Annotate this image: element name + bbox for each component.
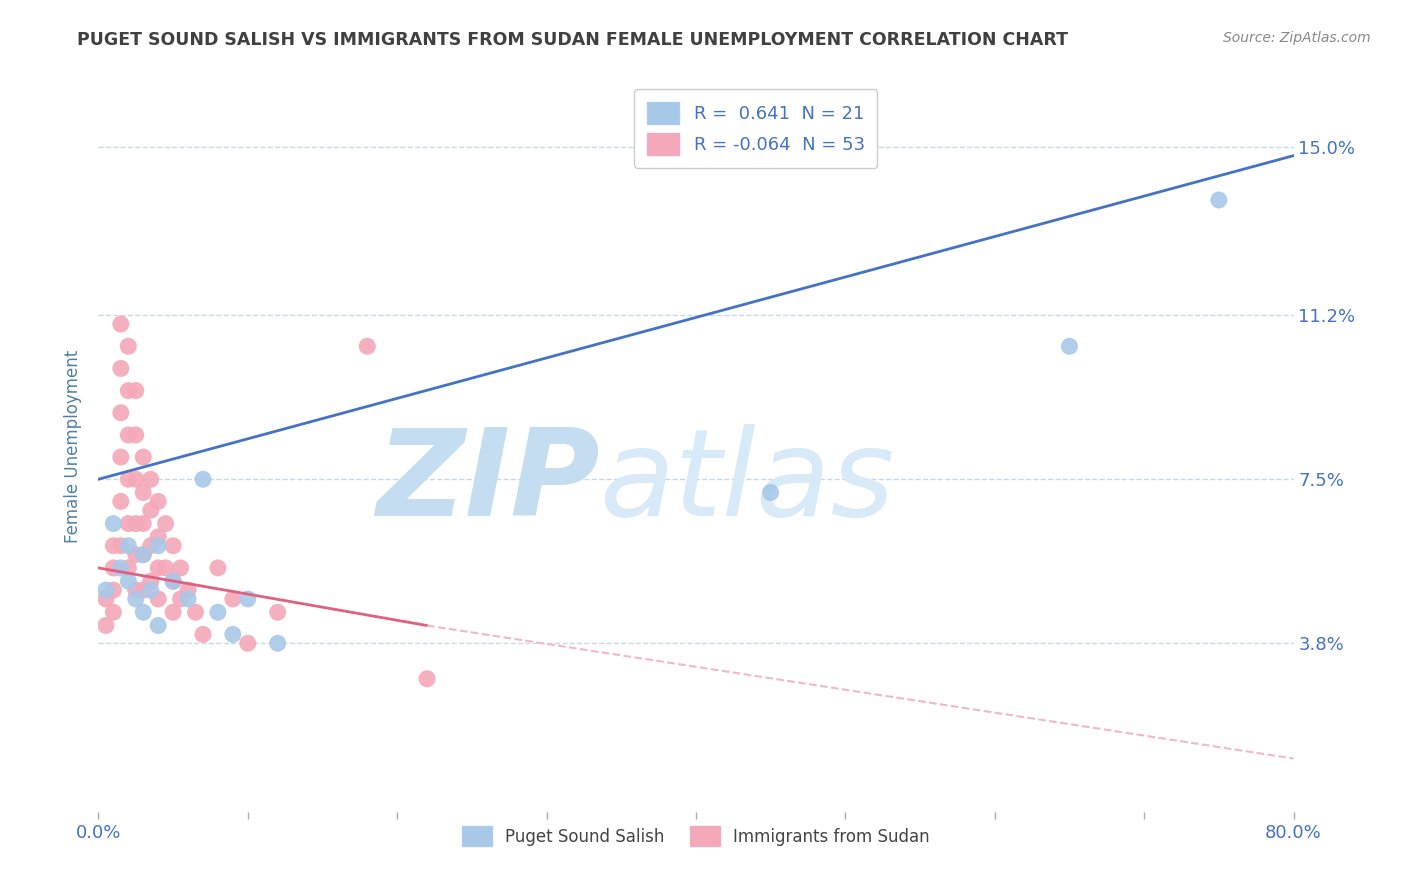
Text: Source: ZipAtlas.com: Source: ZipAtlas.com bbox=[1223, 31, 1371, 45]
Point bbox=[148, 539, 170, 553]
Y-axis label: Female Unemployment: Female Unemployment bbox=[65, 350, 83, 542]
Point bbox=[110, 561, 132, 575]
Point bbox=[117, 539, 139, 553]
Point bbox=[139, 472, 162, 486]
Point bbox=[117, 516, 139, 531]
Point bbox=[125, 516, 148, 531]
Point bbox=[117, 574, 139, 589]
Point bbox=[117, 339, 139, 353]
Point bbox=[148, 561, 170, 575]
Point bbox=[148, 530, 170, 544]
Point bbox=[117, 472, 139, 486]
Point bbox=[267, 605, 290, 619]
Point bbox=[139, 583, 162, 598]
Point bbox=[177, 591, 200, 606]
Point bbox=[169, 561, 191, 575]
Point bbox=[155, 516, 177, 531]
Legend: Puget Sound Salish, Immigrants from Sudan: Puget Sound Salish, Immigrants from Suda… bbox=[454, 818, 938, 855]
Point bbox=[94, 618, 117, 632]
Point bbox=[139, 574, 162, 589]
Point bbox=[222, 591, 245, 606]
Point bbox=[94, 591, 117, 606]
Point bbox=[125, 472, 148, 486]
Point bbox=[191, 472, 214, 486]
Point bbox=[139, 539, 162, 553]
Point bbox=[110, 317, 132, 331]
Point bbox=[148, 494, 170, 508]
Point bbox=[177, 583, 200, 598]
Point bbox=[132, 516, 155, 531]
Point bbox=[117, 561, 139, 575]
Point bbox=[103, 605, 125, 619]
Point bbox=[110, 539, 132, 553]
Point bbox=[148, 591, 170, 606]
Point bbox=[94, 583, 117, 598]
Point bbox=[103, 583, 125, 598]
Point bbox=[236, 591, 259, 606]
Point bbox=[125, 591, 148, 606]
Point bbox=[222, 627, 245, 641]
Point bbox=[169, 591, 191, 606]
Point bbox=[132, 485, 155, 500]
Point bbox=[132, 548, 155, 562]
Point bbox=[125, 384, 148, 398]
Point bbox=[139, 503, 162, 517]
Point bbox=[110, 406, 132, 420]
Point bbox=[117, 428, 139, 442]
Point bbox=[207, 561, 229, 575]
Point bbox=[162, 574, 184, 589]
Point bbox=[125, 428, 148, 442]
Point bbox=[759, 485, 782, 500]
Point bbox=[125, 583, 148, 598]
Text: atlas: atlas bbox=[600, 424, 896, 541]
Point bbox=[110, 450, 132, 464]
Point bbox=[110, 361, 132, 376]
Point bbox=[191, 627, 214, 641]
Point bbox=[132, 583, 155, 598]
Point bbox=[103, 516, 125, 531]
Text: ZIP: ZIP bbox=[377, 424, 600, 541]
Point bbox=[125, 548, 148, 562]
Point bbox=[148, 618, 170, 632]
Point bbox=[162, 605, 184, 619]
Point bbox=[110, 494, 132, 508]
Text: PUGET SOUND SALISH VS IMMIGRANTS FROM SUDAN FEMALE UNEMPLOYMENT CORRELATION CHAR: PUGET SOUND SALISH VS IMMIGRANTS FROM SU… bbox=[77, 31, 1069, 49]
Point bbox=[207, 605, 229, 619]
Point bbox=[236, 636, 259, 650]
Point bbox=[356, 339, 378, 353]
Point bbox=[162, 539, 184, 553]
Point bbox=[132, 450, 155, 464]
Point bbox=[103, 539, 125, 553]
Point bbox=[155, 561, 177, 575]
Point bbox=[162, 574, 184, 589]
Point bbox=[1208, 193, 1230, 207]
Point bbox=[132, 548, 155, 562]
Point bbox=[184, 605, 207, 619]
Point bbox=[267, 636, 290, 650]
Point bbox=[132, 605, 155, 619]
Point bbox=[117, 384, 139, 398]
Point bbox=[416, 672, 439, 686]
Point bbox=[1059, 339, 1081, 353]
Point bbox=[103, 561, 125, 575]
